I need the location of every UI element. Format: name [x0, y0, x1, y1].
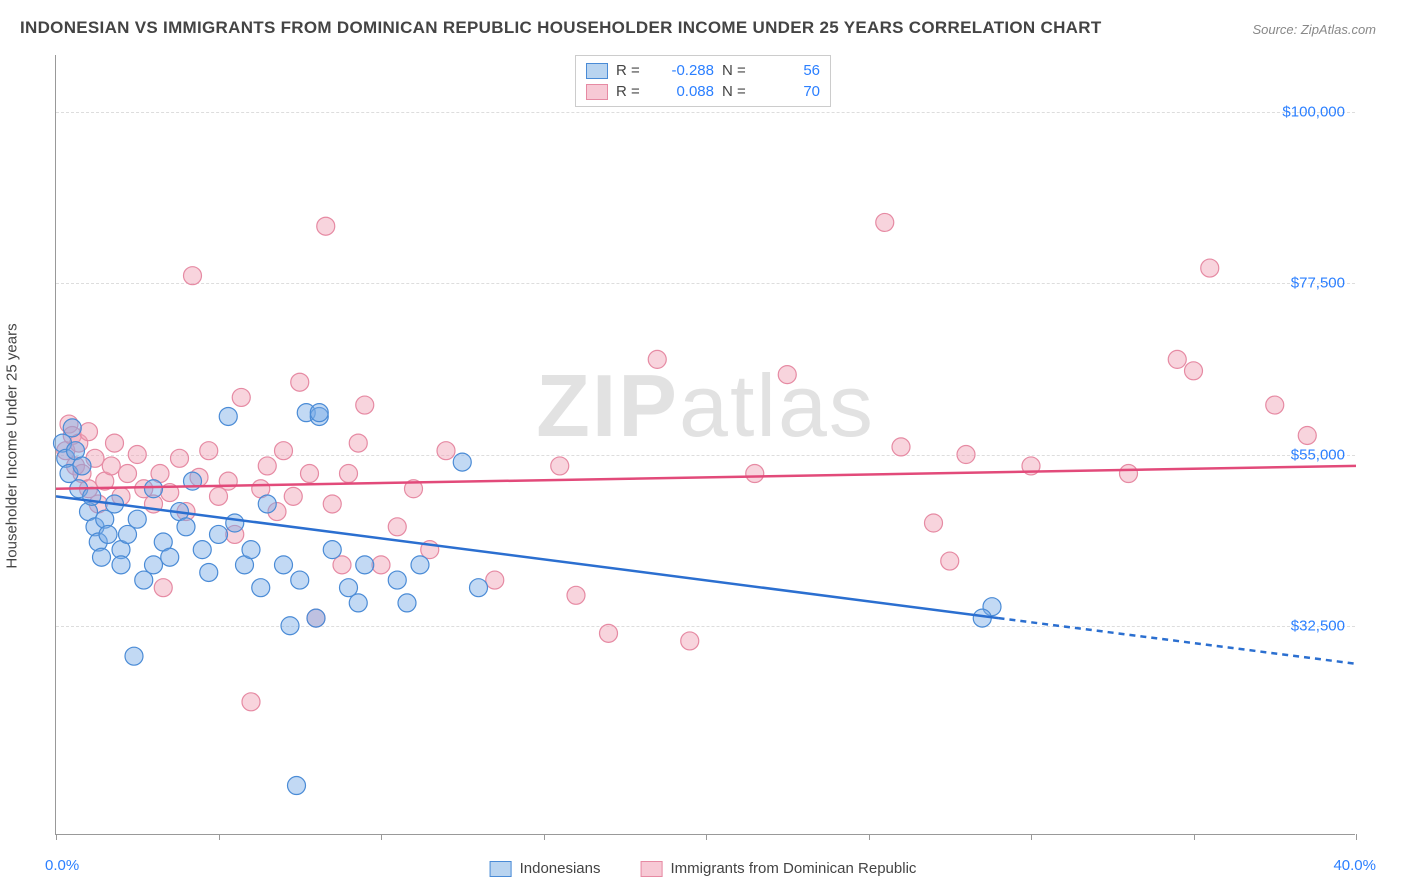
swatch-a-icon [586, 63, 608, 79]
plot-area: ZIPatlas $32,500$55,000$77,500$100,000 [55, 55, 1355, 835]
source-label: Source: ZipAtlas.com [1252, 22, 1376, 37]
chart-title: INDONESIAN VS IMMIGRANTS FROM DOMINICAN … [20, 18, 1102, 38]
series-b-name: Immigrants from Dominican Republic [670, 860, 916, 877]
legend-item-a: Indonesians [490, 860, 601, 877]
series-a-name: Indonesians [520, 860, 601, 877]
legend-row-a: R = -0.288 N = 56 [586, 60, 820, 81]
legend-item-b: Immigrants from Dominican Republic [640, 860, 916, 877]
y-axis-title: Householder Income Under 25 years [4, 323, 21, 568]
correlation-legend: R = -0.288 N = 56 R = 0.088 N = 70 [575, 55, 831, 107]
n-label: N = [722, 62, 752, 79]
swatch-b-icon [586, 84, 608, 100]
swatch-b-icon [640, 861, 662, 877]
series-legend: Indonesians Immigrants from Dominican Re… [490, 860, 917, 877]
r-value-a: -0.288 [654, 62, 714, 79]
r-value-b: 0.088 [654, 83, 714, 100]
scatter-svg [56, 55, 1355, 834]
n-value-a: 56 [760, 62, 820, 79]
x-axis-min-label: 0.0% [45, 857, 79, 874]
n-value-b: 70 [760, 83, 820, 100]
swatch-a-icon [490, 861, 512, 877]
n-label: N = [722, 83, 752, 100]
x-axis-max-label: 40.0% [1333, 857, 1376, 874]
r-label: R = [616, 62, 646, 79]
legend-row-b: R = 0.088 N = 70 [586, 81, 820, 102]
r-label: R = [616, 83, 646, 100]
